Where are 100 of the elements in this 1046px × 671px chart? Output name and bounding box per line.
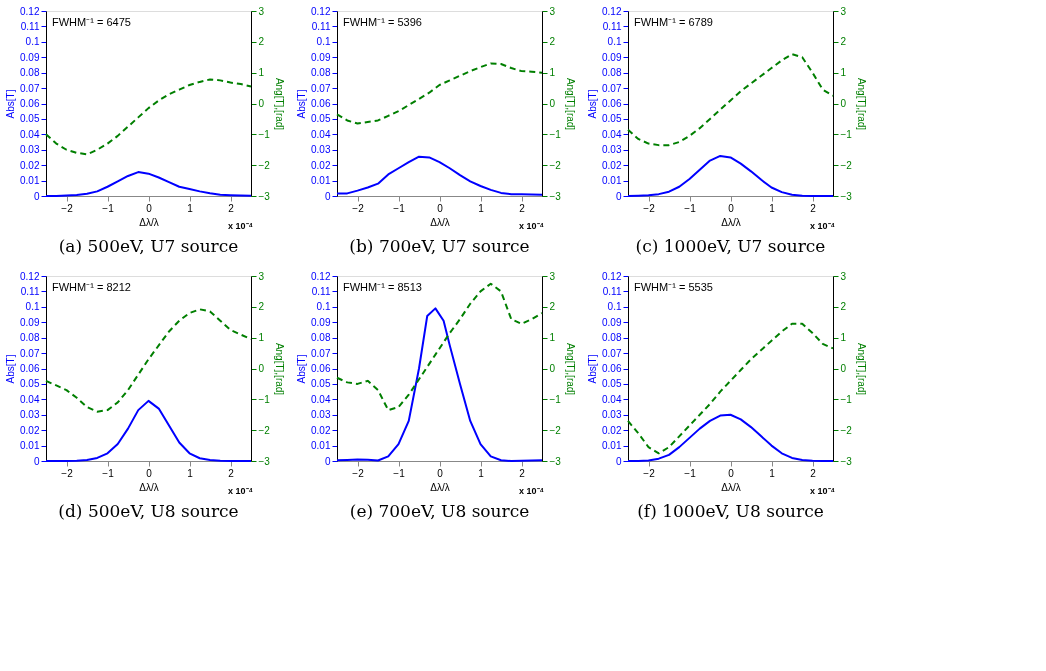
y2-tick-label: 3	[549, 5, 556, 17]
y-tick-label: 0.09	[602, 51, 622, 63]
x-tick-label: 0	[146, 202, 153, 214]
line-series	[336, 155, 543, 196]
y2-tick-label: −1	[258, 128, 271, 140]
x-tick-label: −1	[102, 467, 115, 479]
y-tick-label: 0.07	[311, 347, 331, 359]
text: (b) 700eV, U7 source	[349, 236, 530, 256]
y2-axis-title: Ang[T],[rad]	[855, 342, 867, 396]
y-tick-label: 0.12	[20, 5, 40, 17]
y2-tick-label: −2	[258, 424, 271, 436]
y2-tick-label: 1	[258, 67, 265, 79]
x-tick-label: −1	[102, 202, 115, 214]
y-tick-label: 0.04	[602, 128, 622, 140]
x-tick-label: 0	[728, 202, 735, 214]
x-tick-label: −1	[684, 202, 697, 214]
y2-axis-title: Ang[T],[rad]	[273, 77, 285, 131]
x-tick-label: 0	[437, 467, 444, 479]
y-tick-label: 0.03	[602, 144, 622, 156]
y-tick-label: 0.09	[311, 51, 331, 63]
y2-tick-label: −2	[549, 424, 562, 436]
text: x 10⁻⁴	[519, 221, 544, 231]
text: x 10⁻⁴	[810, 221, 835, 231]
text: x 10⁻⁴	[810, 486, 835, 496]
y-tick-label: 0.04	[311, 128, 331, 140]
text: x 10⁻⁴	[228, 486, 253, 496]
x-tick-label: 2	[810, 467, 817, 479]
y-tick-label: 0.03	[20, 409, 40, 421]
text: (d) 500eV, U8 source	[58, 501, 239, 521]
y-tick-label: 0.07	[20, 347, 40, 359]
y-tick-label: 0.12	[602, 270, 622, 282]
annotation: FWHM⁻¹ = 6789	[634, 16, 713, 28]
line-series	[627, 53, 834, 147]
y-tick-label: 0	[33, 190, 40, 202]
x-tick-label: −2	[352, 202, 365, 214]
y-tick-label: 0.12	[311, 5, 331, 17]
y2-tick-label: 2	[258, 36, 265, 48]
y-tick-label: 0	[324, 190, 331, 202]
annotation: FWHM⁻¹ = 8212	[52, 281, 131, 293]
y-tick-label: 0.04	[311, 393, 331, 405]
y-tick-label: 0.02	[20, 424, 40, 436]
y-tick-label: 0.07	[602, 82, 622, 94]
x-tick-label: −1	[684, 467, 697, 479]
y2-tick-label: −1	[840, 128, 853, 140]
y2-tick-label: 3	[258, 270, 265, 282]
y-tick-label: 0	[324, 455, 331, 467]
x-tick-label: 0	[146, 467, 153, 479]
y2-tick-label: 0	[840, 98, 847, 109]
y-tick-label: 0.04	[602, 393, 622, 405]
y-tick-label: 0.07	[311, 82, 331, 94]
x-tick-label: 1	[478, 467, 485, 479]
x-axis-title: Δλ/λ	[139, 481, 159, 493]
y2-tick-label: 0	[549, 363, 556, 374]
text: x 10⁻⁴	[519, 486, 544, 496]
y-tick-label: 0.1	[25, 301, 40, 313]
x-tick-label: −1	[393, 202, 406, 214]
y-axis-title: Abs[T]	[5, 354, 17, 384]
y-tick-label: 0.11	[311, 20, 331, 32]
y2-tick-label: −3	[549, 190, 562, 202]
annotation: FWHM⁻¹ = 6475	[52, 16, 131, 28]
y-tick-label: 0.11	[602, 285, 622, 297]
y2-tick-label: −2	[840, 159, 853, 171]
annotation: FWHM⁻¹ = 5535	[634, 281, 713, 293]
y2-tick-label: −3	[549, 455, 562, 467]
y-tick-label: 0.02	[20, 159, 40, 171]
x-tick-label: −2	[643, 467, 656, 479]
y-axis-title: Abs[T]	[587, 354, 599, 384]
y-axis-title: Abs[T]	[587, 89, 599, 119]
y2-axis-title: Ang[T],[rad]	[564, 342, 576, 396]
x-tick-label: −1	[393, 467, 406, 479]
y2-tick-label: 1	[840, 332, 847, 344]
y2-tick-label: −1	[549, 128, 562, 140]
y-tick-label: 0.02	[311, 159, 331, 171]
y2-tick-label: −3	[258, 190, 271, 202]
x-tick-label: 2	[519, 467, 526, 479]
y-tick-label: 0.11	[602, 20, 622, 32]
y-tick-label: 0.03	[20, 144, 40, 156]
y-tick-label: 0.08	[311, 67, 331, 79]
x-axis-title: Δλ/λ	[430, 216, 450, 228]
y2-tick-label: −1	[549, 393, 562, 405]
y-axis-title: Abs[T]	[296, 354, 308, 384]
y-tick-label: 0.06	[602, 363, 622, 374]
y2-tick-label: 3	[840, 270, 847, 282]
x-tick-label: −2	[61, 467, 74, 479]
y2-tick-label: −1	[840, 393, 853, 405]
y-tick-label: 0.05	[311, 378, 331, 390]
text: (e) 700eV, U8 source	[349, 501, 530, 521]
y-tick-label: 0	[615, 190, 622, 202]
y-tick-label: 0.01	[311, 440, 331, 452]
y2-tick-label: 1	[258, 332, 265, 344]
line-series	[336, 282, 543, 412]
y2-tick-label: 2	[549, 36, 556, 48]
x-axis-title: Δλ/λ	[721, 481, 741, 493]
y-tick-label: 0.05	[311, 113, 331, 125]
y2-tick-label: 0	[840, 363, 847, 374]
y-tick-label: 0.12	[602, 5, 622, 17]
y-tick-label: 0	[33, 455, 40, 467]
y-tick-label: 0.11	[311, 285, 331, 297]
y-tick-label: 0.03	[311, 409, 331, 421]
line-series	[45, 78, 252, 156]
